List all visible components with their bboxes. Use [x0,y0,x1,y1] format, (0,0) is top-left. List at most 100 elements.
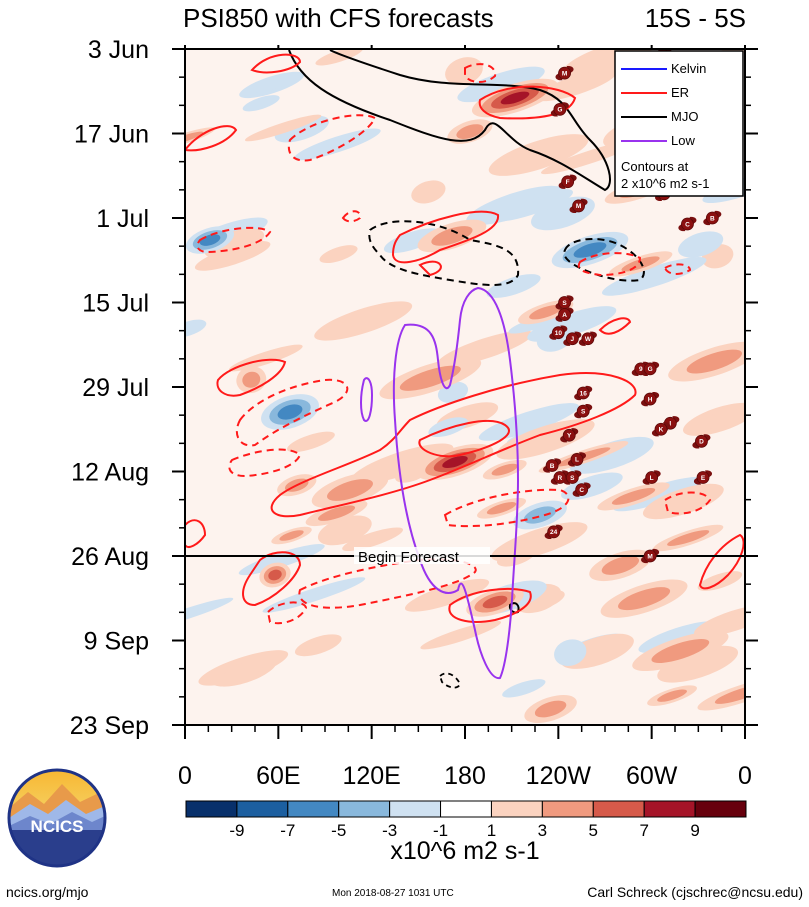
storm-label: R [558,475,563,482]
storm-label: E [701,475,706,482]
x-tick-label: 60E [256,762,300,790]
anomaly-patch [486,502,517,515]
anomaly-patch [667,530,710,546]
storm-label: S [562,300,567,307]
colorbar-tick-label: 5 [589,821,598,840]
er-contours-dashed [196,63,712,625]
anomaly-patch [283,584,345,606]
anomaly-patch [223,660,264,681]
footer-url[interactable]: ncics.org/mjo [6,884,89,900]
anomaly-patch [488,134,589,176]
storm-marker: L [567,452,587,467]
colorbar-swatch [643,800,696,818]
storm-label: C [685,221,690,228]
anomaly-patch [436,626,485,644]
anomaly-patch [673,653,722,676]
colorbar: -9 -7 -5 -3 -1 1 3 5 7 9 [185,800,747,840]
anomaly-patch [573,242,607,258]
anomaly-patch [529,304,563,320]
storm-label: 9 [639,366,643,373]
anomaly-patch [523,506,557,524]
anomaly-patch [333,309,393,333]
storm-marker: C [572,482,591,497]
colorbar-swatch [592,800,645,818]
y-tick-label: 29 Jul [82,374,149,402]
storm-label: M [562,70,567,77]
legend-label-kelvin: Kelvin [671,61,706,76]
storm-label: S [570,475,575,482]
y-tick-label: 1 Jul [96,205,149,233]
anomaly-patch [687,236,715,253]
anomaly-patch [279,530,304,541]
storm-marker: Y [560,428,579,443]
storm-label: 16 [580,390,588,397]
storm-marker: S [563,470,582,485]
anomaly-patch [431,226,473,246]
colorbar-swatch [490,800,543,818]
x-tick-label: 120E [342,762,400,790]
storm-label: C [579,487,584,494]
anomaly-patch [294,634,342,657]
anomaly-patch [327,248,350,260]
anomaly-patch [686,349,743,374]
y-tick-label: 15 Jul [82,290,149,318]
anomaly-patch [517,590,565,613]
x-tick-label: 60W [626,762,678,790]
storm-label: 10 [555,330,563,337]
storm-marker: K [651,422,671,437]
anomaly-patch [287,431,335,453]
storm-label: F [566,179,570,186]
anomaly-patch [478,403,579,441]
colorbar-swatch [541,800,594,818]
colorbar-tick-label: -9 [229,821,244,840]
colorbar-tick-label: -1 [433,821,448,840]
colorbar-tick-label: -5 [331,821,346,840]
anomaly-patch [659,490,708,513]
anomaly-patch [510,682,537,694]
y-tick-label: 12 Aug [71,459,149,487]
storm-label: A [562,312,567,319]
chart-region: 15S - 5S [645,3,746,33]
colorbar-swatch [440,800,492,818]
storm-marker: C [678,216,697,232]
storm-label: G [648,366,653,373]
colorbar-swatch [236,800,289,818]
legend-label-er: ER [671,85,689,100]
anomaly-patch [586,444,637,467]
anomaly-patch [268,569,282,581]
storm-label: 24 [550,529,558,536]
storm-label: L [650,475,654,482]
legend: Kelvin ER MJO Low Contours at 2 x10^6 m2… [614,50,744,197]
storm-label: H [648,396,653,403]
anomaly-patch [560,644,580,661]
storm-marker: L [642,470,661,485]
y-tick-label: 17 Jun [74,121,149,149]
anomaly-patch [317,505,356,521]
anomaly-patch [504,195,556,216]
storm-marker: B [543,458,562,473]
anomaly-patch [399,365,461,391]
anomaly-patch [228,344,303,372]
colorbar-tick-label: -7 [280,821,295,840]
anomaly-patch [294,128,381,161]
storm-label: B [710,215,715,222]
anomaly-patch [250,98,273,109]
low-contours [360,286,520,679]
storm-marker: R [550,470,569,485]
anomaly-patch [710,610,745,631]
storm-marker: 10 [549,325,568,340]
anomaly-patch [242,371,261,388]
footer-author: Carl Schreck (cjschrec@ncsu.edu) [587,884,803,900]
legend-note: Contours at [621,159,689,174]
anomaly-patch [443,386,463,399]
legend-box [614,50,744,197]
anomaly-patch [601,257,707,296]
anomaly-patch [657,689,687,702]
colorbar-tick-label: 7 [639,821,648,840]
storm-label: J [571,336,575,343]
anomaly-patch [651,639,710,664]
x-tick-label: 0 [178,762,192,790]
x-tick-label: 180 [444,762,486,790]
storm-marker: S [574,404,593,419]
y-tick-label: 3 Jun [88,36,149,64]
